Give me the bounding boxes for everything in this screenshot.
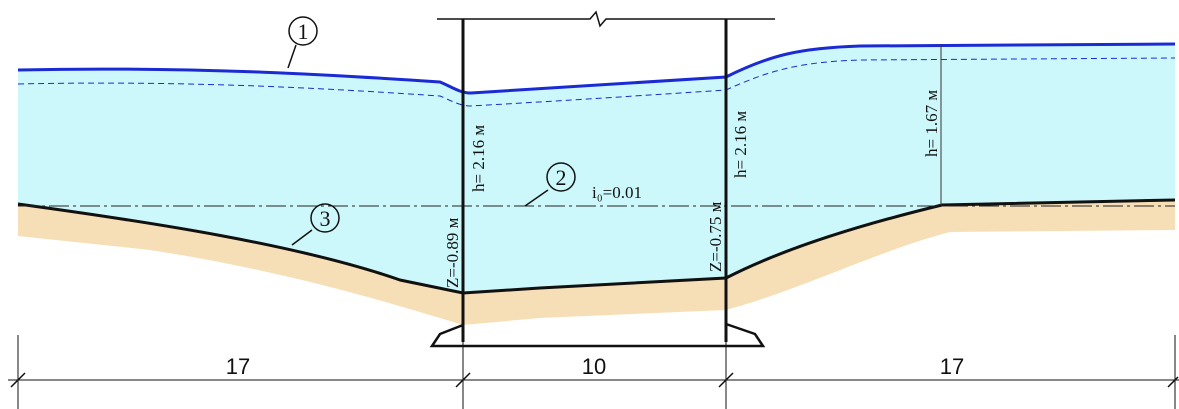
dimension-line xyxy=(8,335,1179,409)
sand-layer xyxy=(18,200,1175,325)
marker-3: 3 xyxy=(310,203,340,233)
top-break-line xyxy=(437,10,775,28)
dimension-middle: 10 xyxy=(582,354,606,379)
slope-label: i₀=0.01 xyxy=(592,183,642,202)
water-body xyxy=(18,44,1175,293)
left-pier-depth-label: h= 2.16 м xyxy=(469,125,488,192)
bed-line xyxy=(17,198,1176,295)
left-pier-scour-label: Z=-0.89 м xyxy=(443,217,462,288)
svg-text:1: 1 xyxy=(298,19,309,44)
dimension-right: 17 xyxy=(940,354,964,379)
marker3-leader xyxy=(291,229,313,246)
svg-text:2: 2 xyxy=(556,165,567,190)
right-reach-depth-label: h= 1.67 м xyxy=(922,90,941,157)
marker2-leader xyxy=(524,189,549,207)
marker-2: 2 xyxy=(546,162,576,192)
water-dashed-line xyxy=(17,57,1176,107)
svg-text:3: 3 xyxy=(320,206,331,231)
dimension-left: 17 xyxy=(226,354,250,379)
right-pier-depth-label: h= 2.16 м xyxy=(731,111,750,178)
water-surface-line xyxy=(17,42,1176,95)
marker1-leader xyxy=(287,44,297,69)
right-pier-scour-label: Z=-0.75 м xyxy=(706,201,725,272)
marker-1: 1 xyxy=(288,16,318,46)
foundation-outline xyxy=(429,322,766,348)
